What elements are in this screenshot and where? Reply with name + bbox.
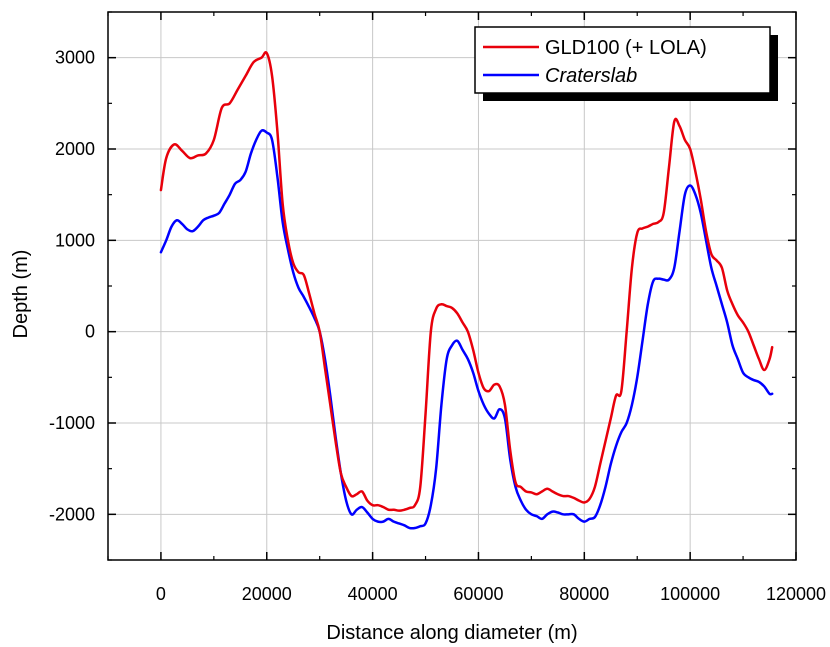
y-tick-label: 3000: [55, 48, 95, 68]
series-line-gld100: [159, 51, 774, 512]
y-tick-label: 1000: [55, 230, 95, 250]
x-tick-label: 60000: [453, 584, 503, 604]
legend-label-craterslab: Craterslab: [545, 65, 637, 87]
series-lines: [159, 51, 774, 530]
x-tick-label: 0: [156, 584, 166, 604]
y-tick-label: 2000: [55, 139, 95, 159]
y-tick-label: 0: [85, 322, 95, 342]
series-line-craterslab: [159, 129, 774, 530]
tick-labels: 0 20000 40000 60000 80000 100000 120000-2000-1…: [49, 48, 826, 604]
x-axis-label: Distance along diameter (m): [326, 622, 577, 644]
y-axis-label: Depth (m): [10, 250, 32, 339]
y-tick-label: -2000: [49, 504, 95, 524]
x-tick-label: 40000: [348, 584, 398, 604]
legend-box: [474, 26, 771, 94]
x-tick-label: 80000: [559, 584, 609, 604]
legend-label-gld100: GLD100 (+ LOLA): [545, 37, 707, 59]
y-tick-label: -1000: [49, 413, 95, 433]
legend: GLD100 (+ LOLA) Craterslab: [474, 26, 778, 101]
x-tick-label: 20000: [242, 584, 292, 604]
axis-ticks: [107, 11, 797, 561]
x-tick-label: 120000: [766, 584, 826, 604]
x-tick-label: 100000: [660, 584, 720, 604]
